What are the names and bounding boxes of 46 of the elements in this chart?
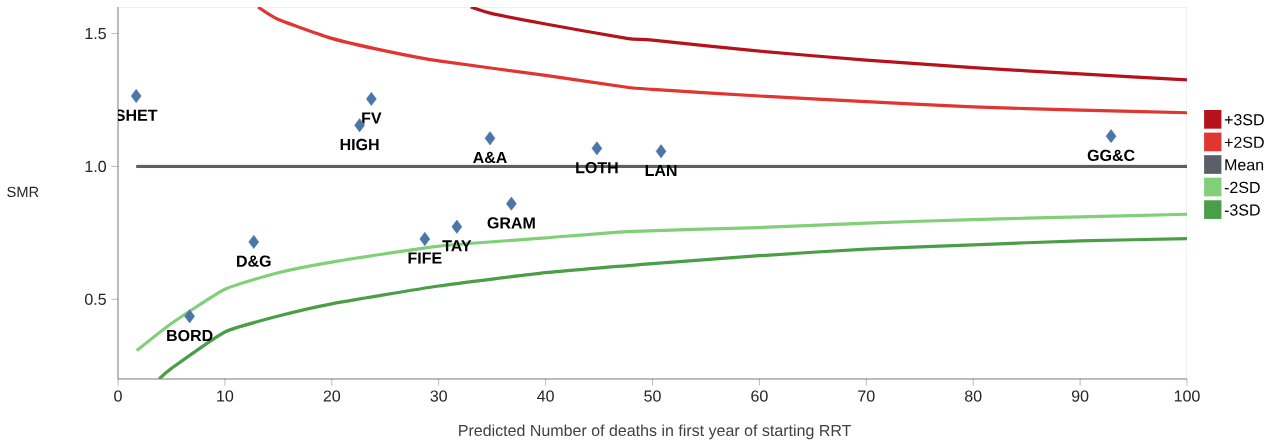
annotation: HIGH — [340, 138, 379, 151]
x-tick-label: 10 — [217, 390, 234, 402]
annotation: A&A — [473, 151, 507, 164]
x-tick-label: 20 — [323, 390, 341, 402]
x-tick-label: 70 — [858, 390, 875, 402]
point — [655, 144, 667, 159]
point — [1105, 129, 1117, 144]
x-axis-title: Predicted Number of deaths in first year of starting RRT — [459, 424, 852, 440]
point — [451, 219, 463, 234]
y-tick-label: 0.5 — [85, 293, 106, 305]
point — [419, 232, 431, 246]
y-tick-label: 1.0 — [85, 160, 107, 173]
x-tick-label: 100 — [1174, 390, 1200, 402]
point — [130, 89, 142, 103]
annotation: BORD — [167, 329, 213, 342]
x-tick-label: 90 — [1071, 390, 1089, 402]
legend-label: +2SD — [1224, 136, 1264, 148]
line-series — [135, 212, 1187, 353]
annotation: D&G — [237, 255, 271, 267]
x-tick-label: 50 — [644, 390, 661, 402]
legend-label: -2SD — [1224, 181, 1260, 194]
annotation: FV — [362, 112, 382, 124]
annotation: LOTH — [576, 161, 618, 174]
annotation: GRAM — [487, 217, 535, 229]
legend-label: -3SD — [1224, 204, 1260, 216]
x-tick-label: 40 — [537, 390, 554, 402]
x-tick-label: 80 — [964, 390, 982, 402]
annotation: FIFE — [408, 252, 442, 264]
point — [591, 141, 603, 156]
annotation: GG&C — [1087, 149, 1135, 162]
line-series — [469, 7, 1187, 82]
legend-label: Mean — [1225, 159, 1264, 171]
x-tick-label: 60 — [751, 390, 768, 402]
y-axis-title: SMR — [7, 186, 39, 198]
annotation: TAY — [442, 240, 472, 252]
x-tick-label: 30 — [430, 390, 447, 402]
point — [506, 196, 517, 211]
x-tick-label: 0 — [114, 390, 122, 402]
point — [248, 234, 260, 249]
point — [184, 309, 195, 324]
line-series — [157, 237, 1187, 379]
annotation: LAN — [645, 164, 677, 176]
y-tick-label: 1.5 — [85, 28, 106, 40]
point — [484, 131, 496, 146]
point — [366, 92, 377, 106]
legend-label: +3SD — [1224, 114, 1264, 126]
